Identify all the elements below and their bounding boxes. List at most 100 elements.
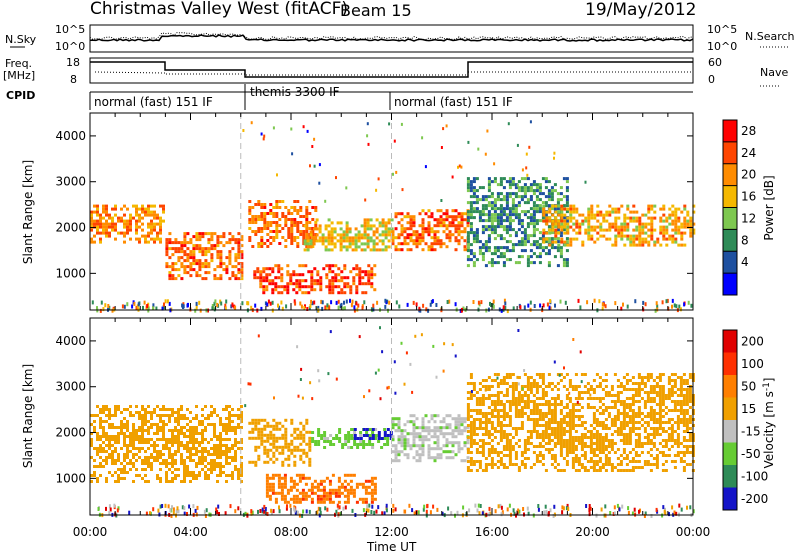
echo-speckle (319, 510, 322, 515)
echo-speckle (123, 304, 126, 309)
echo-speckle (601, 302, 604, 307)
echo-speckle (656, 304, 659, 309)
echo-speckle (329, 330, 332, 334)
echo-speckle (589, 393, 592, 397)
echo-speckle (548, 305, 551, 310)
colorbar-swatch (723, 229, 737, 252)
echo-speckle (113, 503, 116, 508)
echo-speckle (504, 301, 507, 306)
echo-speckle (224, 511, 227, 516)
nsearch-series-line (89, 31, 694, 41)
power-panel-frame (89, 112, 694, 311)
echo-speckle (603, 302, 605, 307)
echo-speckle (161, 504, 164, 508)
colorbar-frame (722, 329, 738, 511)
echo-speckle (146, 304, 149, 308)
echo-speckle (137, 302, 140, 307)
echo-speckle (224, 306, 227, 311)
echo-speckle (270, 508, 273, 513)
echo-speckle (500, 512, 503, 517)
echo-band (90, 405, 243, 483)
echo-speckle (276, 173, 278, 177)
colorbar-swatch (723, 185, 737, 208)
echo-speckle (425, 509, 428, 514)
power-ylabel: Slant Range [km] (21, 160, 35, 264)
echo-speckle (246, 301, 249, 306)
echo-speckle (584, 180, 587, 184)
echo-speckle (155, 306, 158, 311)
echo-speckle (327, 372, 330, 376)
nsearch-tick-top: 10^5 (707, 23, 737, 36)
echo-speckle (379, 397, 382, 401)
echo-speckle (665, 299, 668, 304)
colorbar-swatch (723, 251, 737, 274)
echo-speckle (445, 124, 448, 128)
echo-speckle (515, 513, 517, 518)
echo-speckle (152, 306, 155, 311)
echo-speckle (218, 512, 220, 516)
echo-speckle (489, 301, 491, 306)
y-tick-label: 2000 (55, 426, 86, 440)
echo-speckle (310, 299, 313, 304)
echo-speckle (321, 300, 324, 305)
echo-speckle (673, 510, 676, 515)
echo-speckle (561, 510, 564, 515)
echo-speckle (580, 380, 583, 384)
echo-speckle (579, 305, 582, 310)
echo-speckle (680, 507, 683, 512)
nsky-tick-top: 10^5 (55, 23, 85, 36)
echo-speckle (381, 511, 384, 516)
echo-speckle (368, 503, 371, 508)
echo-speckle (525, 152, 528, 156)
echo-band (353, 428, 393, 440)
echo-speckle (392, 503, 395, 508)
echo-speckle (553, 360, 556, 364)
echo-speckle (266, 512, 269, 516)
echo-speckle (311, 397, 314, 401)
echo-speckle (661, 300, 664, 305)
echo-speckle (264, 507, 267, 511)
echo-speckle (299, 378, 302, 381)
echo-speckle (554, 303, 556, 308)
echo-band (253, 264, 377, 295)
echo-speckle (196, 505, 199, 510)
echo-speckle (634, 299, 637, 304)
echo-speckle (668, 512, 670, 517)
echo-speckle (217, 504, 220, 509)
echo-speckle (451, 175, 454, 179)
echo-speckle (104, 303, 107, 308)
echo-speckle (666, 298, 669, 303)
echo-speckle (272, 509, 275, 514)
echo-speckle (192, 504, 195, 509)
echo-band (248, 418, 312, 467)
echo-speckle (177, 509, 180, 514)
echo-speckle (564, 300, 567, 305)
echo-speckle (372, 303, 375, 308)
echo-speckle (678, 503, 681, 508)
y-tick-label: 1000 (55, 471, 86, 485)
echo-speckle (595, 513, 598, 518)
echo-speckle (311, 145, 314, 148)
echo-speckle (324, 305, 327, 310)
echo-speckle (671, 298, 674, 303)
echo-speckle (355, 301, 358, 306)
echo-speckle (303, 306, 306, 311)
freq-label: Freq. (5, 57, 32, 70)
echo-speckle (604, 304, 607, 309)
echo-speckle (462, 505, 465, 510)
echo-band (542, 204, 696, 247)
colorbar-swatch (723, 163, 737, 186)
nsearch-tick-bottom: 10^0 (707, 40, 737, 53)
echo-speckle (420, 333, 423, 337)
echo-speckle (429, 510, 432, 515)
noise-strip: N.Sky 10^5 10^0 10^5 10^0 N.Search (5, 23, 795, 53)
echo-speckle (286, 504, 288, 509)
echo-speckle (313, 300, 316, 305)
echo-speckle (671, 304, 673, 309)
echo-speckle (481, 511, 484, 516)
echo-speckle (616, 503, 619, 508)
echo-speckle (690, 303, 693, 308)
echo-speckle (612, 512, 615, 516)
echo-speckle (549, 299, 552, 304)
echo-speckle (692, 509, 695, 514)
